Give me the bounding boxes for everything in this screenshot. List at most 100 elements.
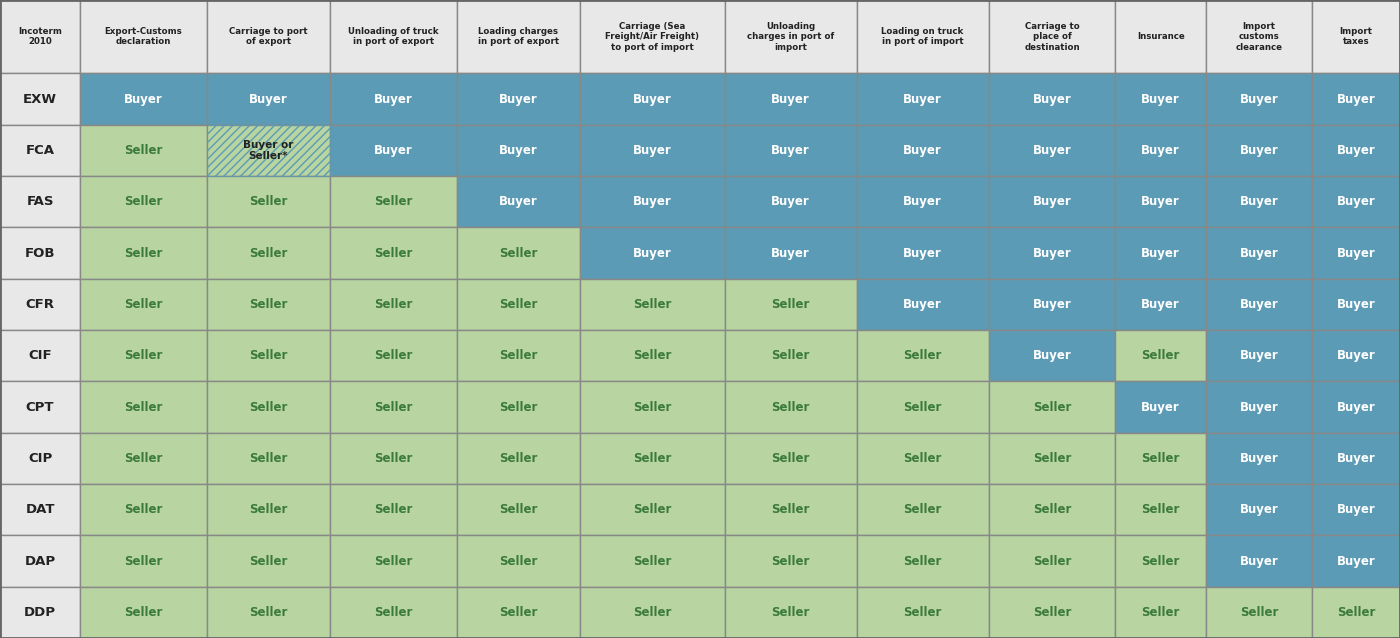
Bar [725,176,857,227]
Text: Seller: Seller [249,401,287,413]
Text: Seller: Seller [249,606,287,619]
Bar [330,587,456,638]
Bar [725,382,857,433]
Text: Buyer: Buyer [1141,401,1180,413]
Text: CPT: CPT [25,401,55,413]
Bar [1116,484,1205,535]
Bar [1205,330,1312,382]
Bar [80,484,207,535]
Text: Seller: Seller [633,452,672,465]
Bar [0,227,80,279]
Text: Seller: Seller [633,554,672,568]
Bar [857,330,988,382]
Text: Seller: Seller [633,503,672,516]
Text: Seller: Seller [498,606,538,619]
Bar [1116,176,1205,227]
Text: Seller: Seller [498,246,538,260]
Bar [1205,176,1312,227]
Bar [80,279,207,330]
Text: Seller: Seller [249,349,287,362]
Text: Seller: Seller [1141,452,1180,465]
Text: Seller: Seller [903,349,942,362]
Text: Buyer: Buyer [1239,554,1278,568]
Bar [0,0,80,73]
Bar [207,176,330,227]
Text: DAT: DAT [25,503,55,516]
Bar [857,0,988,73]
Bar [1205,73,1312,124]
Bar [207,587,330,638]
Text: Buyer: Buyer [1239,246,1278,260]
Text: Seller: Seller [1141,503,1180,516]
Text: Seller: Seller [374,503,413,516]
Bar [857,73,988,124]
Text: Buyer: Buyer [1141,195,1180,208]
Text: Buyer: Buyer [1239,144,1278,157]
Text: Seller: Seller [771,606,809,619]
Bar [1312,535,1400,587]
Bar [207,330,330,382]
Bar [725,330,857,382]
Bar [1205,433,1312,484]
Bar [207,433,330,484]
Text: CIP: CIP [28,452,52,465]
Text: Seller: Seller [771,298,809,311]
Bar [330,227,456,279]
Bar [1312,124,1400,176]
Text: Seller: Seller [498,503,538,516]
Bar [207,124,330,176]
Text: Seller: Seller [374,452,413,465]
Bar [207,227,330,279]
Text: Buyer: Buyer [633,195,672,208]
Text: Seller: Seller [771,554,809,568]
Bar [207,382,330,433]
Text: Buyer: Buyer [1033,144,1071,157]
Text: Buyer: Buyer [1337,554,1375,568]
Bar [1312,587,1400,638]
Bar [1205,535,1312,587]
Text: Buyer: Buyer [1141,246,1180,260]
Text: Buyer: Buyer [1239,93,1278,105]
Text: CIF: CIF [28,349,52,362]
Text: Buyer: Buyer [1239,349,1278,362]
Bar [857,382,988,433]
Bar [1205,279,1312,330]
Text: Buyer: Buyer [903,195,942,208]
Bar [0,484,80,535]
Bar [80,535,207,587]
Text: Seller: Seller [903,503,942,516]
Bar [1116,0,1205,73]
Bar [1205,227,1312,279]
Bar [857,176,988,227]
Bar [725,279,857,330]
Bar [207,0,330,73]
Bar [456,279,580,330]
Text: Buyer: Buyer [903,246,942,260]
Text: Seller: Seller [374,246,413,260]
Bar [456,227,580,279]
Text: Buyer: Buyer [1337,503,1375,516]
Bar [857,124,988,176]
Bar [0,176,80,227]
Bar [1312,382,1400,433]
Bar [1312,176,1400,227]
Bar [580,484,725,535]
Bar [80,124,207,176]
Text: Seller: Seller [633,349,672,362]
Text: Seller: Seller [498,452,538,465]
Bar [1116,73,1205,124]
Text: Seller: Seller [903,554,942,568]
Text: Seller: Seller [125,246,162,260]
Bar [456,587,580,638]
Text: Seller: Seller [771,349,809,362]
Bar [1312,227,1400,279]
Bar [0,73,80,124]
Bar [988,587,1116,638]
Bar [456,73,580,124]
Text: Seller: Seller [374,606,413,619]
Text: Buyer: Buyer [1033,298,1071,311]
Text: Buyer: Buyer [1239,452,1278,465]
Text: Seller: Seller [771,503,809,516]
Bar [330,176,456,227]
Bar [330,330,456,382]
